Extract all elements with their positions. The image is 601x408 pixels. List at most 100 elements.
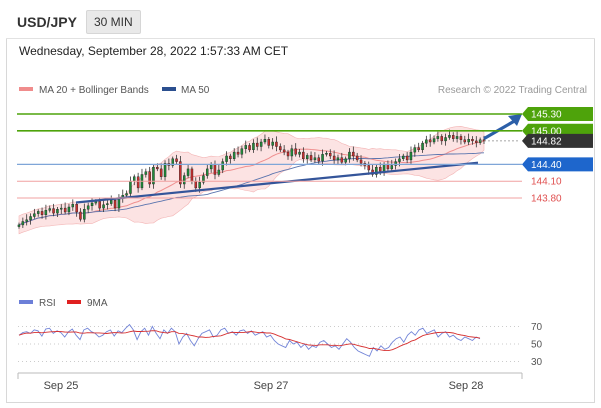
candle-body [448,135,451,138]
rsi-tick-label: 70 [531,322,543,333]
candle-body [432,138,436,143]
candle-body [282,149,286,153]
legend-label-rsi: RSI [39,298,56,309]
candle-body [413,147,417,153]
candle-body [306,155,309,159]
candle-body [194,180,197,189]
candle-body [271,141,274,146]
candle-body [182,175,186,185]
candle-body [444,137,447,142]
candle-body [40,211,44,215]
candle-body [37,211,40,214]
candle-body [144,171,148,175]
candle-body [171,158,174,166]
chart-header: USD/JPY 30 MIN [6,5,595,39]
timeframe-button[interactable]: 30 MIN [86,10,141,34]
candle-body [259,141,263,147]
candle-body [467,138,470,143]
candle-body [79,211,82,220]
level-tag-bg-144.82 [522,133,593,148]
candle-body [205,168,209,176]
candle-body [132,176,136,182]
candle-body [286,151,290,157]
candle-body [102,204,105,209]
candle-body [244,145,247,149]
candle-body [236,151,240,155]
candle-body [44,210,48,216]
candle-body [482,139,486,142]
candle-body [375,166,378,175]
candle-body [386,164,390,170]
candle-body [186,168,190,176]
level-tag-label: 143.80 [531,194,562,205]
candle-body [25,219,28,222]
candle-body [390,165,394,170]
candle-body [52,208,55,214]
x-tick-label: Sep 25 [44,380,79,392]
rsi-tick-label: 50 [531,340,543,351]
copyright-label: Research © 2022 Trading Central [438,85,587,96]
candle-body [256,142,259,147]
candle-body [232,151,236,160]
candle-body [263,138,267,143]
candle-body [344,158,347,163]
candle-body [409,151,413,161]
legend-swatch-rsi [19,300,33,304]
x-tick-label: Sep 27 [254,380,289,392]
candle-body [29,216,32,221]
candle-body [398,158,401,162]
candle-body [106,203,109,205]
candle-body [475,140,478,143]
candle-body [290,148,294,157]
legend-swatch-9ma [67,300,81,304]
candle-body [17,224,21,227]
candle-body [125,193,128,196]
datetime-label: Wednesday, September 28, 2022 1:57:33 AM… [19,44,289,58]
x-tick-label: Sep 28 [449,380,484,392]
candle-body [428,139,432,143]
candle-body [113,199,117,209]
candle-body [332,155,336,161]
candle-body [152,166,155,185]
candle-body [279,146,282,151]
candle-body [63,207,67,213]
candle-body [463,139,467,143]
candle-body [298,151,301,155]
candle-body [402,155,405,159]
candle-body [252,142,255,151]
candle-body [56,208,59,214]
candle-body [355,155,359,161]
candle-body [175,158,178,162]
candle-body [190,168,194,182]
candle-body [33,213,36,217]
candle-body [148,171,151,185]
candle-body [317,157,321,162]
candle-body [440,136,444,142]
candle-body [417,147,420,151]
projection-arrow-head [508,114,522,126]
candle-body [321,154,324,162]
candle-body [352,151,355,157]
level-tag-label: 144.10 [531,177,562,188]
legend-swatch-ma50 [162,87,176,91]
candle-body [75,203,78,213]
candle-body [329,152,332,157]
candle-body [421,142,424,151]
level-tag-label: 144.40 [531,160,562,171]
rsi-ma9-line [18,330,481,352]
candle-body [159,168,163,177]
candle-body [313,157,317,161]
candle-body [425,139,428,144]
candle-body [163,163,167,177]
projection-arrow-shaft [483,119,515,141]
candle-body [109,199,113,204]
candle-body [229,155,232,159]
rsi-layer: 70 50 30 [18,322,543,368]
candle-body [405,155,409,161]
symbol-title: USD/JPY [17,14,77,30]
candle-body [209,164,213,170]
candle-body [367,165,371,171]
candle-body [382,164,386,172]
